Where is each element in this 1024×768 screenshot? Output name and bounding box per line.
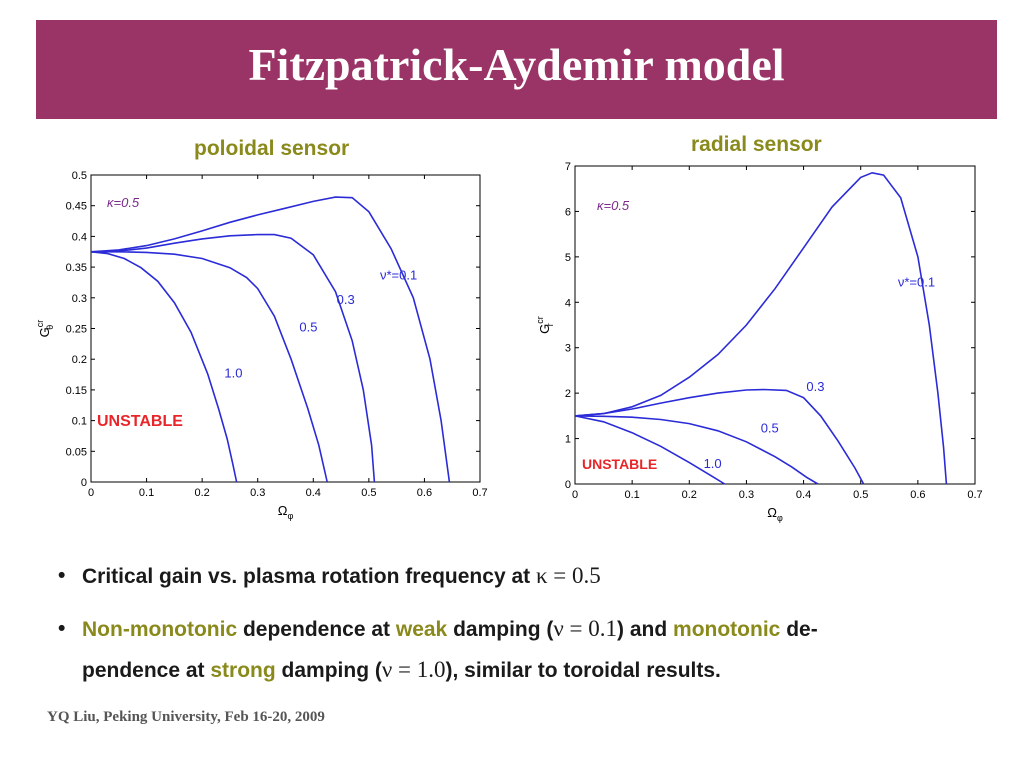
- bullet-dot: •: [58, 617, 66, 640]
- series-line-3: [90, 251, 238, 483]
- series-label-0: ν*=0.1: [898, 274, 935, 289]
- y-tick-label: 0.25: [66, 324, 87, 336]
- series-line-1: [90, 233, 376, 483]
- highlight-non-monotonic: Non-monotonic: [82, 618, 238, 641]
- y-tick-label: 4: [565, 297, 571, 309]
- x-tick-label: 0: [572, 489, 578, 501]
- bullet-text: ) and: [617, 618, 674, 641]
- series-line-2: [574, 415, 819, 485]
- bullet-dot: •: [58, 564, 66, 587]
- bullet-text: Critical gain vs. plasma rotation freque…: [82, 565, 536, 588]
- x-tick-label: 0.3: [250, 487, 265, 499]
- bullet-text: de-: [780, 618, 818, 641]
- x-tick-label: 0.2: [682, 489, 697, 501]
- series-label-2: 0.5: [299, 320, 317, 335]
- x-tick-label: 0.4: [306, 487, 321, 499]
- series-line-0: [90, 196, 451, 483]
- x-tick-label: 0.5: [853, 489, 868, 501]
- series-label-1: 0.3: [806, 379, 824, 394]
- x-axis-label: Ωφ: [767, 505, 783, 523]
- y-tick-label: 2: [565, 388, 571, 400]
- highlight-weak: weak: [395, 618, 448, 641]
- series-label-1: 0.3: [337, 292, 355, 307]
- y-tick-label: 7: [565, 161, 571, 173]
- math-nu-01: ν = 0.1: [553, 616, 618, 641]
- x-tick-label: 0.5: [361, 487, 376, 499]
- footer-credit: YQ Liu, Peking University, Feb 16-20, 20…: [47, 709, 325, 725]
- y-axis-label: Gcrr: [535, 316, 555, 334]
- y-tick-label: 0.5: [72, 170, 87, 182]
- series-line-1: [574, 388, 865, 485]
- series-line-3: [574, 415, 726, 485]
- poloidal-chart-title: poloidal sensor: [194, 137, 350, 160]
- bullet-dependence: • Non-monotonic dependence at weak dampin…: [58, 609, 998, 691]
- title-bar: Fitzpatrick-Aydemir model: [36, 20, 997, 119]
- y-tick-label: 0.15: [66, 385, 87, 397]
- bullet-text: ), similar to toroidal results.: [445, 659, 721, 682]
- y-tick-label: 0: [565, 479, 571, 491]
- y-tick-label: 0.35: [66, 262, 87, 274]
- math-kappa: κ = 0.5: [535, 563, 601, 588]
- y-tick-label: 0.1: [72, 416, 87, 428]
- kappa-annotation: κ=0.5: [597, 198, 630, 213]
- y-tick-label: 1: [565, 434, 571, 446]
- x-tick-label: 0.7: [967, 489, 982, 501]
- y-tick-label: 6: [565, 206, 571, 218]
- plot-frame: [574, 165, 976, 485]
- bullet-list: • Critical gain vs. plasma rotation frequ…: [58, 556, 998, 691]
- y-tick-label: 5: [565, 252, 571, 264]
- bullet-text: damping (: [447, 618, 554, 641]
- series-label-2: 0.5: [761, 421, 779, 436]
- math-nu-10: ν = 1.0: [381, 657, 446, 682]
- slide-title: Fitzpatrick-Aydemir model: [248, 39, 785, 90]
- x-tick-label: 0.3: [739, 489, 754, 501]
- x-axis-label: Ωφ: [278, 503, 294, 521]
- highlight-monotonic: monotonic: [673, 618, 781, 641]
- y-tick-label: 0.3: [72, 293, 87, 305]
- y-tick-label: 0.4: [72, 231, 87, 243]
- x-tick-label: 0.1: [139, 487, 154, 499]
- unstable-annotation: UNSTABLE: [582, 456, 657, 472]
- y-axis-label: Gcrθ: [35, 320, 55, 338]
- series-label-3: 1.0: [704, 456, 722, 471]
- unstable-annotation: UNSTABLE: [97, 413, 183, 430]
- y-tick-label: 0.2: [72, 354, 87, 366]
- x-tick-label: 0: [88, 487, 94, 499]
- x-tick-label: 0.2: [194, 487, 209, 499]
- bullet-critical-gain: • Critical gain vs. plasma rotation frequ…: [58, 556, 998, 597]
- x-tick-label: 0.7: [472, 487, 487, 499]
- highlight-strong: strong: [210, 659, 276, 682]
- series-label-3: 1.0: [224, 366, 242, 381]
- bullet-text: damping (: [275, 659, 382, 682]
- x-tick-label: 0.6: [417, 487, 432, 499]
- series-line-0: [574, 171, 948, 485]
- bullet-text: dependence at: [237, 618, 396, 641]
- series-label-0: ν*=0.1: [380, 267, 417, 282]
- kappa-annotation: κ=0.5: [107, 195, 140, 210]
- x-tick-label: 0.6: [910, 489, 925, 501]
- x-tick-label: 0.1: [624, 489, 639, 501]
- y-tick-label: 3: [565, 343, 571, 355]
- y-tick-label: 0.05: [66, 446, 87, 458]
- y-tick-label: 0: [81, 477, 87, 489]
- radial-chart-title: radial sensor: [691, 133, 822, 156]
- series-line-2: [91, 251, 328, 483]
- x-tick-label: 0.4: [796, 489, 811, 501]
- y-tick-label: 0.45: [66, 201, 87, 213]
- bullet-text: pendence at: [82, 659, 211, 682]
